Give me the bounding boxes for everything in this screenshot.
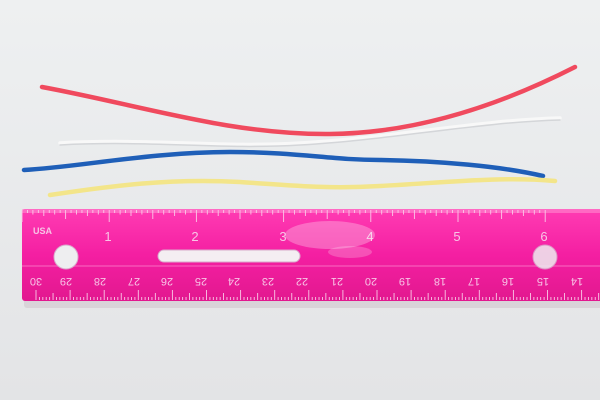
ruler-glare [328, 246, 372, 258]
inch-label: 6 [540, 229, 547, 244]
ruler: USA 1 2 3 4 5 6 30 29 28 27 26 25 24 23 … [21, 209, 600, 308]
cm-label: 22 [296, 275, 308, 287]
inch-label: 4 [366, 229, 373, 244]
cm-label: 20 [365, 275, 377, 287]
ruler-slot [157, 249, 301, 263]
inch-label: 5 [453, 229, 460, 244]
wire-yellow [47, 177, 558, 198]
cm-label: 23 [262, 275, 274, 287]
cm-labels: 30 29 28 27 26 25 24 23 22 21 20 19 18 1… [30, 275, 583, 287]
cm-label: 17 [468, 275, 480, 287]
cm-label: 14 [571, 275, 583, 287]
cm-label: 30 [30, 275, 42, 287]
ruler-brand: USA [33, 226, 53, 236]
cm-label: 18 [434, 275, 446, 287]
wire-white-shadow [59, 119, 561, 148]
inch-label: 2 [191, 229, 198, 244]
cm-ticks [35, 290, 600, 300]
cm-label: 27 [128, 275, 140, 287]
wire-white [58, 116, 562, 147]
wire-red [39, 64, 578, 137]
cm-label: 24 [228, 275, 240, 287]
cm-label: 16 [502, 275, 514, 287]
wire-blue [21, 149, 546, 179]
cm-label: 26 [161, 275, 173, 287]
ruler-body [22, 209, 600, 301]
cm-label: 25 [195, 275, 207, 287]
wires [21, 64, 578, 198]
binder-hole [53, 244, 79, 270]
inch-ticks [21, 210, 546, 222]
inch-labels: 1 2 3 4 5 6 [104, 229, 547, 244]
ruler-glare [285, 221, 375, 249]
cm-label: 15 [537, 275, 549, 287]
cm-label: 19 [399, 275, 411, 287]
cm-label: 29 [60, 275, 72, 287]
ruler-bevel [22, 265, 600, 267]
inch-label: 1 [104, 229, 111, 244]
inch-label: 3 [279, 229, 286, 244]
cm-label: 28 [94, 275, 106, 287]
cm-label: 21 [331, 275, 343, 287]
binder-hole [532, 244, 558, 270]
